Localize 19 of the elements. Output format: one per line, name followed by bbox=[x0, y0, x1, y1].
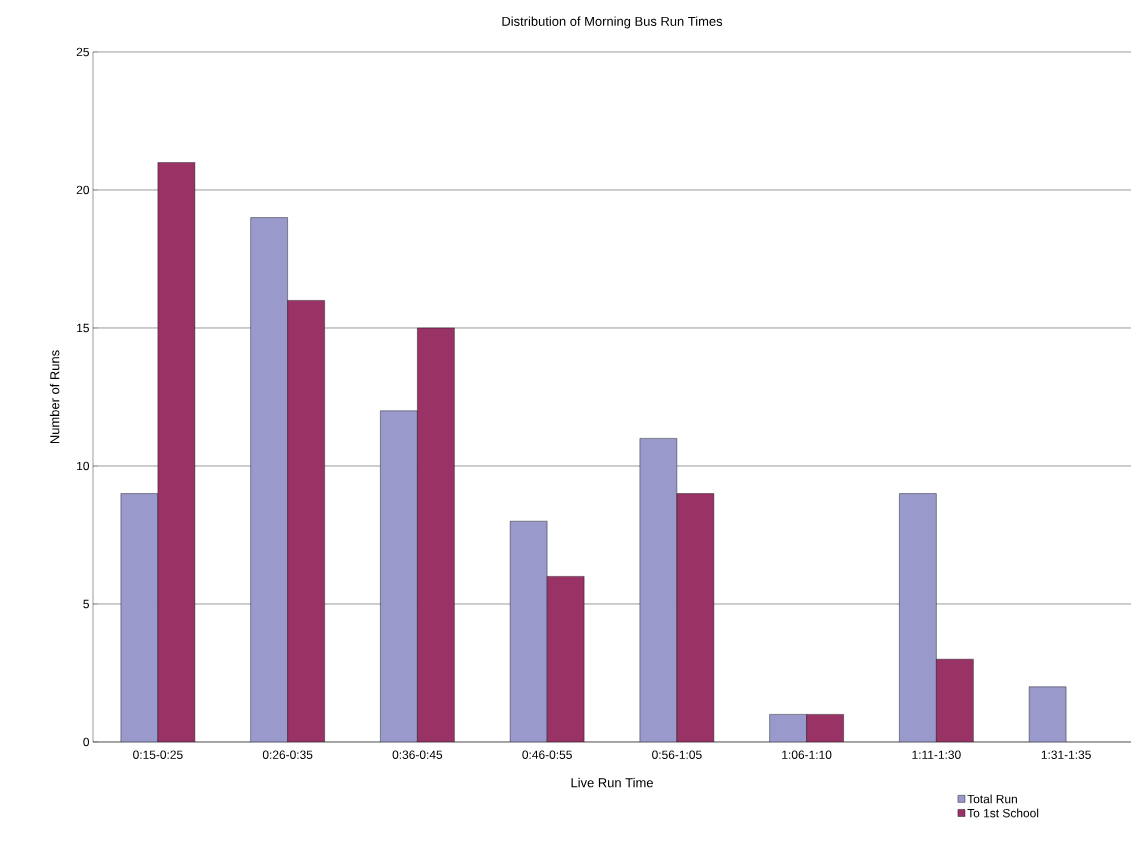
x-tick-label: 0:56-1:05 bbox=[652, 750, 702, 759]
x-tick-label: 1:31-1:35 bbox=[1041, 750, 1091, 759]
x-tick-label: 1:11-1:30 bbox=[912, 750, 961, 759]
x-tick-label: 0:26-0:35 bbox=[262, 750, 313, 759]
y-tick-label: 20 bbox=[76, 185, 90, 195]
y-axis-title: Number of Runs bbox=[49, 350, 60, 444]
legend-label: To 1st School bbox=[967, 808, 1039, 818]
y-tick-label: 25 bbox=[76, 47, 89, 57]
y-tick-label: 15 bbox=[77, 323, 89, 333]
x-tick-label: 0:36-0:45 bbox=[392, 750, 443, 759]
x-tick-label: 0:15-0:25 bbox=[133, 750, 183, 759]
chart-title: Distribution of Morning Bus Run Times bbox=[502, 16, 723, 29]
x-tick-label: 1:06-1:10 bbox=[782, 750, 832, 759]
x-tick-label: 0:46-0:55 bbox=[522, 750, 572, 759]
x-axis-title: Live Run Time bbox=[571, 777, 653, 788]
y-tick-label: 0 bbox=[83, 737, 90, 747]
legend-label: Total Run bbox=[967, 794, 1017, 804]
y-tick-label: 5 bbox=[83, 599, 89, 609]
y-tick-label: 10 bbox=[77, 461, 90, 471]
